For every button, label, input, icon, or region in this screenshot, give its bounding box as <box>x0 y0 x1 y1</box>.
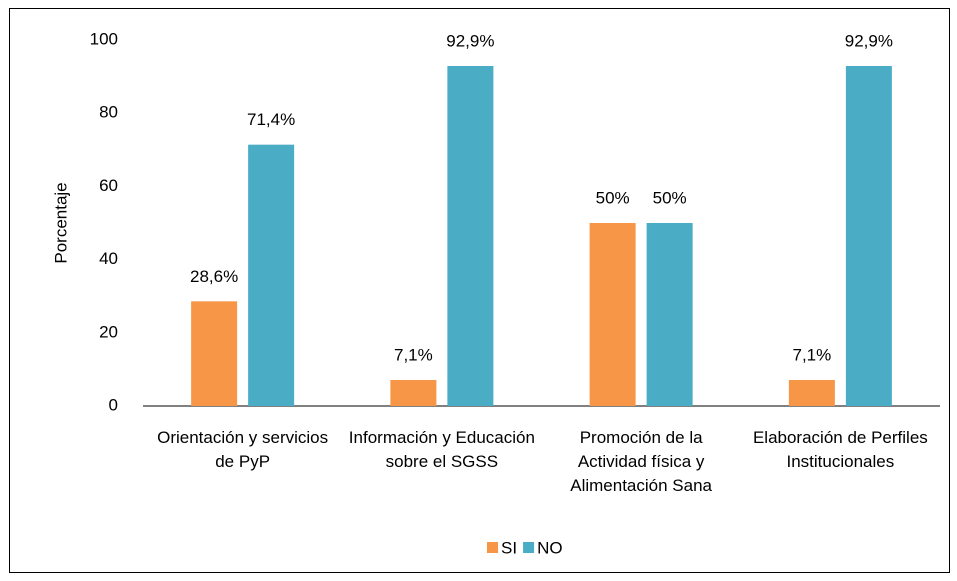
y-axis-label: Porcentaje <box>51 182 70 263</box>
data-label: 71,4% <box>247 110 295 129</box>
data-label: 92,9% <box>845 31 893 50</box>
y-tick-label: 60 <box>99 176 118 195</box>
y-tick-label: 0 <box>109 395 118 414</box>
bar <box>390 380 437 406</box>
x-tick-label: Información y Educación sobre el SGSS <box>348 428 535 471</box>
bar <box>788 380 835 406</box>
legend-swatch <box>523 542 535 553</box>
bar <box>248 144 295 406</box>
bar <box>646 223 693 406</box>
bar <box>191 301 238 406</box>
bar <box>589 223 636 406</box>
legend-swatch <box>487 542 498 553</box>
data-label: 50% <box>596 188 630 207</box>
data-label: 7,1% <box>793 345 832 364</box>
bar <box>447 65 494 407</box>
data-label: 7,1% <box>394 345 433 364</box>
legend-label: SI <box>501 538 517 557</box>
data-label: 50% <box>653 188 687 207</box>
x-tick-label: Elaboración de Perfiles Institucionales <box>752 428 928 471</box>
y-tick-label: 100 <box>90 29 118 48</box>
x-tick-label: Orientación y servicios de PyP <box>157 428 329 471</box>
bar <box>845 65 892 407</box>
x-tick-label: Promoción de la Actividad física y Alime… <box>570 428 712 495</box>
y-tick-label: 40 <box>99 249 118 268</box>
data-label: 92,9% <box>446 31 494 50</box>
legend-label: NO <box>537 538 563 557</box>
data-label: 28,6% <box>190 267 238 286</box>
y-tick-label: 80 <box>99 103 118 122</box>
y-tick-label: 20 <box>99 322 118 341</box>
